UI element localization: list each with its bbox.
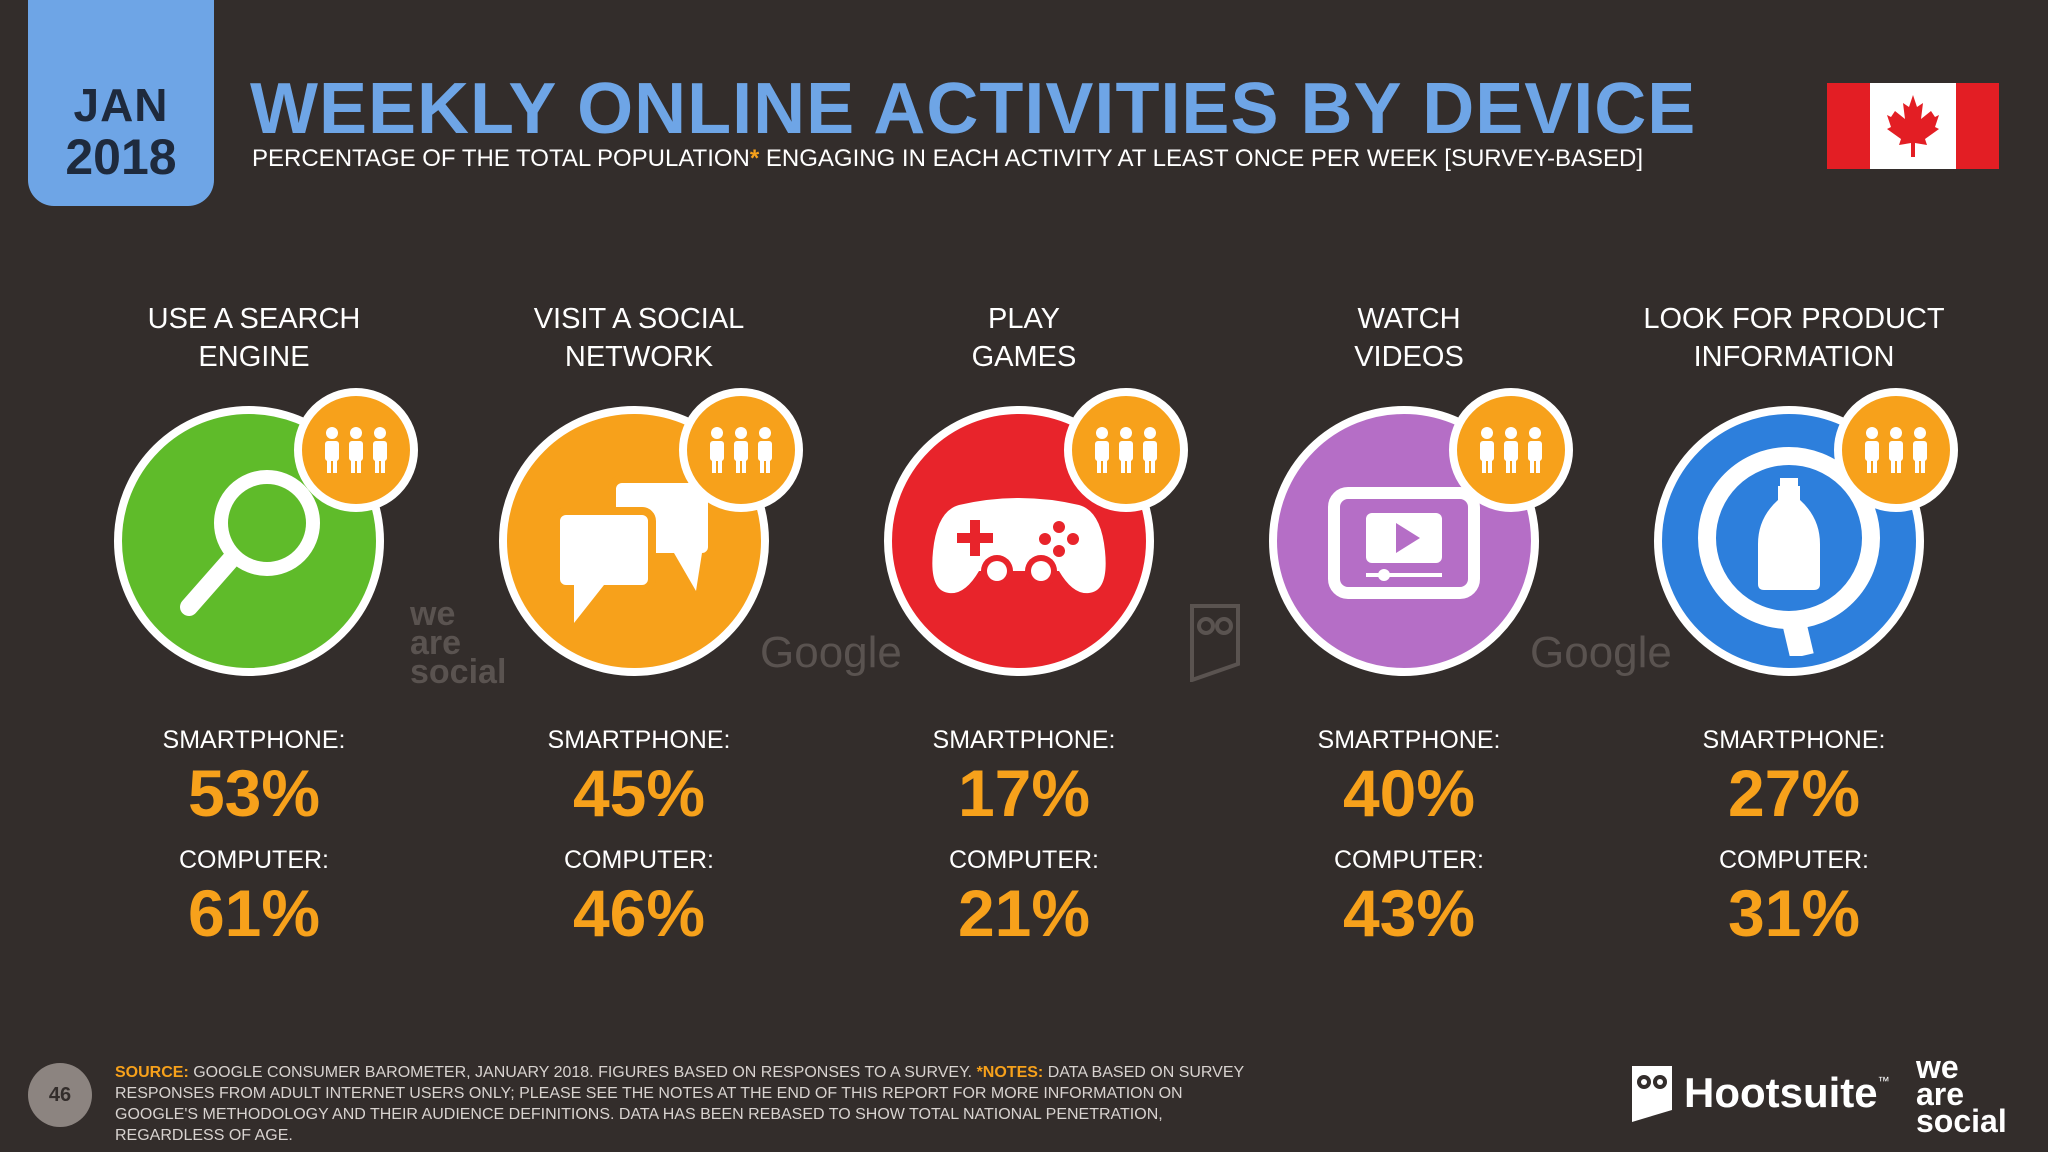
- smartphone-label: SMARTPHONE:: [1702, 726, 1886, 754]
- activity-label: LOOK FOR PRODUCT INFORMATION: [1643, 303, 1945, 373]
- activity-column-social: VISIT A SOCIAL NETWORK: [447, 300, 831, 949]
- canada-flag-icon: [1827, 83, 1999, 169]
- google-watermark: Google: [1530, 628, 1672, 677]
- smartphone-value: 27%: [1727, 756, 1861, 830]
- smartphone-label: SMARTPHONE:: [547, 726, 731, 754]
- smartphone-value: 40%: [1342, 756, 1476, 830]
- computer-value: 46%: [572, 876, 706, 951]
- activity-icon-wrap: [62, 386, 446, 716]
- activity-column-videos: WATCH VIDEOS: [1217, 300, 1601, 949]
- we-are-social-watermark: we are social: [410, 595, 507, 691]
- activity-icon-wrap: [832, 386, 1216, 716]
- hootsuite-owl-watermark: [1188, 602, 1242, 687]
- computer-label: COMPUTER:: [179, 846, 329, 875]
- people-icon: [1449, 388, 1573, 512]
- smartphone-value: 17%: [957, 756, 1091, 830]
- subtitle-text-rest: ENGAGING IN EACH ACTIVITY AT LEAST ONCE …: [759, 145, 1644, 172]
- computer-label: COMPUTER:: [949, 846, 1099, 875]
- notes-label: *NOTES:: [976, 1064, 1044, 1081]
- computer-label: COMPUTER:: [1719, 846, 1869, 875]
- subtitle-asterisk: *: [749, 145, 760, 172]
- smartphone-label: SMARTPHONE:: [162, 726, 346, 754]
- hootsuite-tm: ™: [1877, 1074, 1890, 1088]
- page-subtitle: PERCENTAGE OF THE TOTAL POPULATION* ENGA…: [252, 145, 1643, 173]
- date-month: JAN: [73, 79, 169, 131]
- hootsuite-owl-icon: [1632, 1066, 1672, 1122]
- source-text: GOOGLE CONSUMER BAROMETER, JANUARY 2018.…: [188, 1064, 977, 1081]
- google-watermark: Google: [760, 628, 902, 677]
- computer-value: 61%: [187, 876, 321, 951]
- computer-value: 43%: [1342, 876, 1476, 951]
- activity-column-games: PLAY GAMES: [832, 300, 1216, 949]
- activity-icon-wrap: [1602, 386, 1986, 716]
- computer-label: COMPUTER:: [564, 846, 714, 875]
- page-number: 46: [28, 1063, 92, 1127]
- chat-bubbles-icon: [499, 406, 769, 676]
- product-search-icon: [1654, 406, 1924, 676]
- subtitle-text: PERCENTAGE OF THE TOTAL POPULATION: [252, 145, 750, 172]
- smartphone-value: 53%: [187, 756, 321, 830]
- computer-value: 21%: [957, 876, 1091, 951]
- we-are-social-logo: we are social: [1916, 1049, 2007, 1139]
- source-label: SOURCE:: [115, 1064, 189, 1081]
- activity-label: VISIT A SOCIAL NETWORK: [533, 303, 745, 373]
- activity-label: PLAY GAMES: [971, 303, 1077, 373]
- notes-text: DATA BASED ON SURVEY RESPONSES FROM ADUL…: [115, 1064, 1244, 1144]
- computer-label: COMPUTER:: [1334, 846, 1484, 875]
- smartphone-label: SMARTPHONE:: [932, 726, 1116, 754]
- smartphone-value: 45%: [572, 756, 706, 830]
- activity-column-product: LOOK FOR PRODUCT INFORMATION: [1602, 300, 1986, 949]
- date-tab: JAN 2018: [28, 0, 214, 206]
- activity-label: WATCH VIDEOS: [1354, 303, 1464, 373]
- date-year: 2018: [65, 129, 177, 185]
- hootsuite-name: Hootsuite: [1684, 1069, 1878, 1116]
- activity-label: USE A SEARCH ENGINE: [147, 303, 361, 373]
- activity-icon-wrap: [447, 386, 831, 716]
- activity-column-search: USE A SEARCH ENGINE SMARTPHONE: 53%: [62, 300, 446, 949]
- page-title: WEEKLY ONLINE ACTIVITIES BY DEVICE: [250, 69, 1697, 149]
- activity-icon-wrap: [1217, 386, 1601, 716]
- people-icon: [1834, 388, 1958, 512]
- computer-value: 31%: [1727, 876, 1861, 951]
- source-note: SOURCE: GOOGLE CONSUMER BAROMETER, JANUA…: [115, 1062, 1245, 1146]
- people-icon: [679, 388, 803, 512]
- smartphone-label: SMARTPHONE:: [1317, 726, 1501, 754]
- hootsuite-logo: Hootsuite ™: [1630, 1062, 1890, 1124]
- people-icon: [1064, 388, 1188, 512]
- people-icon: [294, 388, 418, 512]
